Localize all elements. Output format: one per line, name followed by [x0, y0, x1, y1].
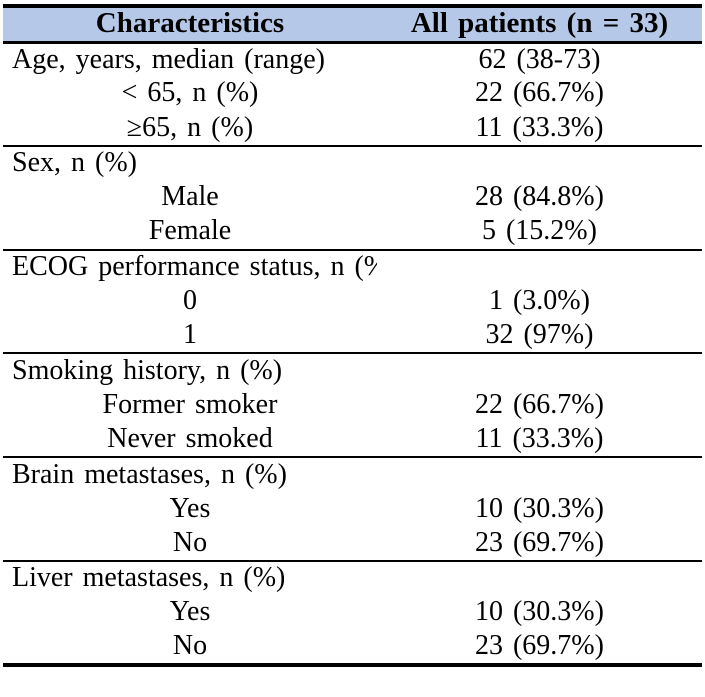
table-section-0: Age, years, median (range) 62 (38-73) < 65… [3, 42, 702, 146]
table-row: < 65, n (%) 22 (66.7%) [3, 77, 702, 112]
table-row: Smoking history, n (%) [3, 353, 702, 388]
row-label-cell: Former smoker [102, 388, 278, 420]
table-header: Characteristics All patients (n = 33) [3, 4, 702, 44]
table-row: Yes 10 (30.3%) [3, 596, 702, 631]
table-section-4: Brain metastases, n (%) Yes 10 (30.3%) No 23… [3, 457, 702, 561]
row-label-cell: No [172, 630, 208, 661]
row-value-cell [377, 250, 702, 285]
row-value-cell [377, 353, 702, 388]
row-value-cell: 22 (66.7%) [474, 388, 604, 420]
row-label-cell: Liver metastases, n (%) [12, 562, 286, 594]
table-row: ≥65, n (%) 11 (33.3%) [3, 111, 702, 146]
row-value-cell: 62 (38-73) [478, 43, 601, 75]
table-row: Male 28 (84.8%) [3, 180, 702, 215]
row-value-cell: 11 (33.3%) [475, 111, 604, 143]
row-value-cell: 11 (33.3%) [475, 422, 604, 454]
row-label-cell: Yes [169, 492, 211, 524]
row-label-cell: ≥65, n (%) [126, 111, 254, 143]
header-cell-characteristics: Characteristics [3, 4, 377, 44]
table-row: No 23 (69.7%) [3, 526, 702, 561]
row-label-cell: Never smoked [107, 422, 273, 454]
table-row: Sex, n (%) [3, 146, 702, 181]
row-value-cell: 5 (15.2%) [481, 215, 597, 247]
row-value-cell: 28 (84.8%) [474, 181, 604, 213]
row-value-cell: 32 (97%) [485, 319, 594, 351]
table-row: Brain metastases, n (%) [3, 457, 702, 492]
row-label-cell: Brain metastases, n (%) [12, 458, 287, 490]
row-label-cell: No [172, 526, 208, 558]
row-value-cell: 1 (3.0%) [488, 285, 590, 317]
table-row: Former smoker 22 (66.7%) [3, 388, 702, 423]
header-cell-all-patients: All patients (n = 33) [376, 4, 702, 44]
table-row: ECOG performance status, n (%) [3, 250, 702, 285]
table-section-3: Smoking history, n (%) Former smoker 22 (6… [3, 353, 702, 458]
table-row: No 23 (69.7%) [3, 630, 702, 665]
table-row: Age, years, median (range) 62 (38-73) [3, 42, 702, 77]
row-label-cell: Sex, n (%) [12, 147, 137, 179]
row-label-cell: < 65, n (%) [121, 77, 259, 109]
table-row: 0 1 (3.0%) [3, 284, 702, 319]
header-row: Characteristics All patients (n = 33) [3, 4, 702, 44]
row-value-cell: 10 (30.3%) [474, 596, 604, 628]
table-section-2: ECOG performance status, n (%) 0 1 (3.0%) 1… [3, 250, 702, 354]
table-row: Liver metastases, n (%) [3, 561, 702, 596]
table-row: Female 5 (15.2%) [3, 215, 702, 250]
table-section-5: Liver metastases, n (%) Yes 10 (30.3%) No 23… [3, 561, 702, 665]
row-label-cell: 1 [182, 319, 197, 351]
row-label-cell: ECOG performance status, n (%) [12, 250, 377, 282]
row-label-cell: Age, years, median (range) [12, 43, 325, 75]
row-label-cell: Female [148, 215, 232, 247]
page: Characteristics All patients (n = 33) Ag… [3, 4, 702, 667]
table-row: 1 32 (97%) [3, 319, 702, 354]
table-section-1: Sex, n (%) Male 28 (84.8%) Female 5 (15.2%) [3, 146, 702, 250]
row-label-cell: Male [161, 181, 219, 213]
row-value-cell: 22 (66.7%) [474, 77, 604, 109]
row-value-cell [377, 561, 702, 596]
table-row: Never smoked 11 (33.3%) [3, 423, 702, 458]
row-value-cell [377, 457, 702, 492]
row-label-cell: Smoking history, n (%) [12, 354, 283, 386]
table-row: Yes 10 (30.3%) [3, 492, 702, 527]
row-value-cell: 10 (30.3%) [474, 492, 604, 524]
row-value-cell: 23 (69.7%) [474, 526, 604, 558]
row-label-cell: Yes [169, 596, 211, 628]
characteristics-table: Characteristics All patients (n = 33) Ag… [3, 4, 702, 667]
row-value-cell [377, 146, 702, 181]
row-value-cell: 23 (69.7%) [474, 630, 604, 661]
row-label-cell: 0 [182, 285, 197, 317]
